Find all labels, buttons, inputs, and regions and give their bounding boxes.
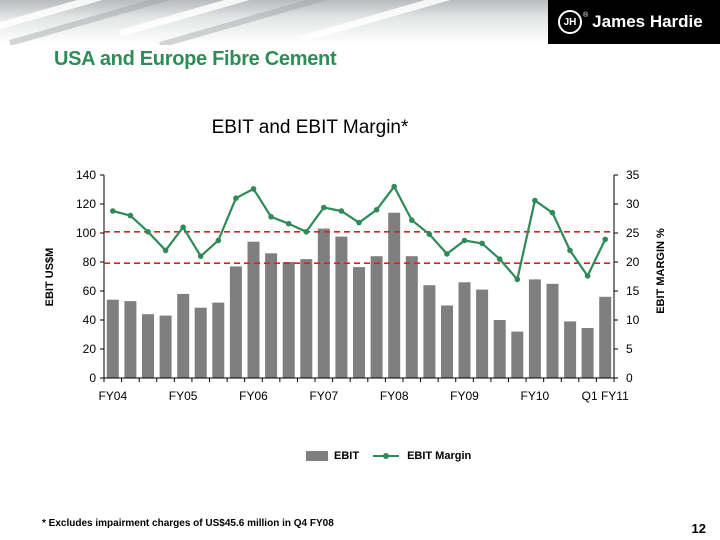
y-tick-label-left: 20 (83, 342, 97, 356)
ebit-margin-point (215, 237, 222, 244)
ebit-bar (317, 228, 330, 378)
ebit-bar (423, 285, 436, 378)
ebit-bar (370, 256, 383, 378)
ebit-bar (159, 315, 172, 378)
x-tick-label: FY07 (309, 389, 338, 403)
ebit-bar (581, 328, 594, 378)
y-tick-label-right: 10 (626, 313, 640, 327)
ebit-margin-point (321, 204, 327, 211)
page-title: USA and Europe Fibre Cement (54, 48, 337, 70)
y-tick-label-right: 20 (626, 255, 640, 269)
ebit-bar (106, 299, 119, 378)
ebit-bar (194, 307, 207, 378)
y-tick-label-left: 80 (83, 255, 97, 269)
ebit-bar (405, 256, 418, 378)
jh-logo-icon: JH (558, 10, 582, 34)
ebit-margin-point (391, 183, 398, 190)
chart-legend: EBIT EBIT Margin (306, 450, 471, 462)
ebit-bar (511, 331, 524, 378)
ebit-margin-point (602, 236, 608, 243)
y-tick-label-right: 15 (626, 284, 640, 298)
x-tick-label: FY06 (239, 389, 268, 403)
ebit-bar (282, 262, 295, 378)
ebit-bar (528, 279, 541, 378)
ebit-bar (353, 267, 365, 378)
y-tick-label-right: 5 (626, 342, 633, 356)
ebit-margin-point (268, 214, 274, 220)
ebit-margin-point (567, 247, 573, 254)
legend-line-swatch (373, 451, 400, 461)
ebit-margin-point (532, 197, 538, 204)
x-tick-label: FY09 (450, 389, 479, 403)
ebit-margin-point (514, 276, 521, 283)
ebit-margin-point (127, 212, 134, 219)
ebit-bar (388, 212, 401, 378)
ebit-bar (493, 320, 506, 378)
ebit-margin-point (549, 209, 556, 216)
ebit-bar (441, 305, 453, 378)
ebit-bar (177, 293, 190, 378)
x-tick-label: FY08 (380, 389, 409, 403)
ebit-margin-point (356, 219, 362, 226)
ebit-bar (229, 266, 242, 378)
y-tick-label-right: 0 (626, 371, 633, 385)
ebit-bar (564, 321, 577, 378)
ebit-bar (142, 314, 154, 378)
x-tick-label: Q1 FY11 (582, 389, 629, 403)
y-tick-label-left: 140 (76, 168, 96, 182)
ebit-margin-point (373, 207, 380, 213)
ebit-margin-point (197, 253, 204, 259)
ebit-margin-point (426, 231, 433, 237)
ebit-margin-point (496, 256, 503, 262)
ebit-margin-point (479, 240, 485, 247)
y-tick-label-right: 35 (626, 168, 640, 182)
legend-bar-swatch (306, 451, 328, 461)
y-tick-label-right: 30 (626, 197, 640, 211)
ebit-bar (247, 241, 260, 378)
ebit-margin-point (110, 208, 116, 214)
footnote: * Excludes impairment charges of US$45.6… (42, 518, 334, 529)
ebit-margin-point (409, 217, 415, 223)
ebit-margin-point (338, 208, 345, 214)
ebit-margin-point (461, 237, 468, 244)
ebit-bar (476, 289, 489, 378)
ebit-margin-line (112, 184, 607, 282)
y-tick-label-left: 40 (83, 313, 97, 327)
y-tick-label-left: 0 (89, 371, 96, 385)
y-tick-label-left: 120 (76, 197, 96, 211)
y-tick-label-left: 100 (76, 226, 96, 240)
y-tick-label-right: 25 (626, 226, 640, 240)
y-axis-title-left: EBIT US$M (44, 247, 56, 307)
ebit-margin-point (180, 224, 186, 230)
chart-title: EBIT and EBIT Margin* (211, 117, 409, 138)
x-tick-label: FY04 (98, 389, 127, 403)
legend-label-ebit-margin: EBIT Margin (407, 450, 472, 462)
ebit-bar (300, 259, 313, 378)
y-tick-label-left: 60 (83, 284, 97, 298)
ebit-margin-point (584, 273, 591, 279)
ebit-bar (265, 253, 278, 378)
ebit-margin-point (303, 229, 310, 235)
ebit-bar (335, 236, 348, 378)
ebit-bar (458, 282, 471, 378)
james-hardie-logo: JH ® James Hardie (548, 0, 720, 44)
legend-label-ebit: EBIT (334, 450, 360, 462)
ebit-margin-point (250, 186, 257, 192)
ebit-bar (212, 302, 225, 378)
ebit-margin-point (145, 229, 151, 235)
y-axis-title-right: EBIT MARGIN % (655, 228, 667, 314)
logo-text: James Hardie (592, 12, 703, 31)
registered-mark: ® (583, 11, 589, 19)
ebit-margin-point (162, 247, 169, 254)
ebit-margin-point (285, 220, 292, 227)
page-number: 12 (691, 521, 706, 536)
x-tick-label: FY05 (169, 389, 198, 403)
ebit-bar (546, 283, 559, 379)
ebit-bar (124, 301, 137, 378)
ebit-bar (599, 296, 612, 378)
x-tick-label: FY10 (521, 389, 550, 403)
ebit-margin-point (233, 195, 239, 201)
ebit-margin-point (444, 251, 450, 257)
